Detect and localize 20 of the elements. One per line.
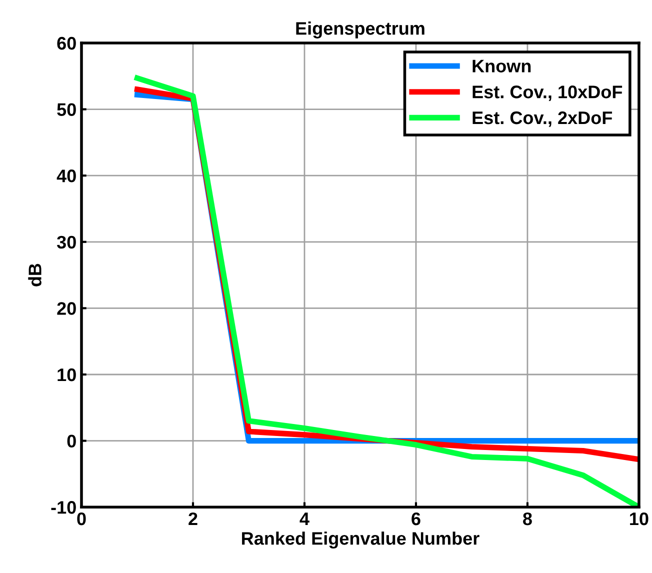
x-tick-label: 0 — [77, 512, 86, 526]
legend-label: Known — [472, 60, 531, 72]
y-axis-title: dB — [28, 264, 42, 286]
x-tick-label: 2 — [188, 512, 198, 526]
y-tick-label: 40 — [56, 170, 76, 182]
y-tick-label: 60 — [57, 36, 76, 50]
x-tick-label: 6 — [412, 512, 420, 526]
legend-label: Est. Cov., 10xDoF — [472, 86, 622, 101]
x-tick-label: 8 — [523, 512, 532, 526]
y-tick-label: 0 — [67, 434, 76, 448]
y-tick-label: 30 — [56, 236, 76, 249]
x-axis-title: Ranked Eigenvalue Number — [242, 532, 480, 548]
y-tick-label: -10 — [51, 501, 76, 514]
y-tick-label: 10 — [58, 368, 76, 382]
y-tick-label: 20 — [57, 302, 76, 315]
chart-title: Eigenspectrum — [296, 22, 424, 38]
x-tick-label: 10 — [630, 512, 648, 526]
x-tick-label: 4 — [300, 512, 310, 526]
y-tick-label: 50 — [57, 103, 76, 116]
legend-label: Est. Cov., 2xDoF — [472, 111, 612, 127]
